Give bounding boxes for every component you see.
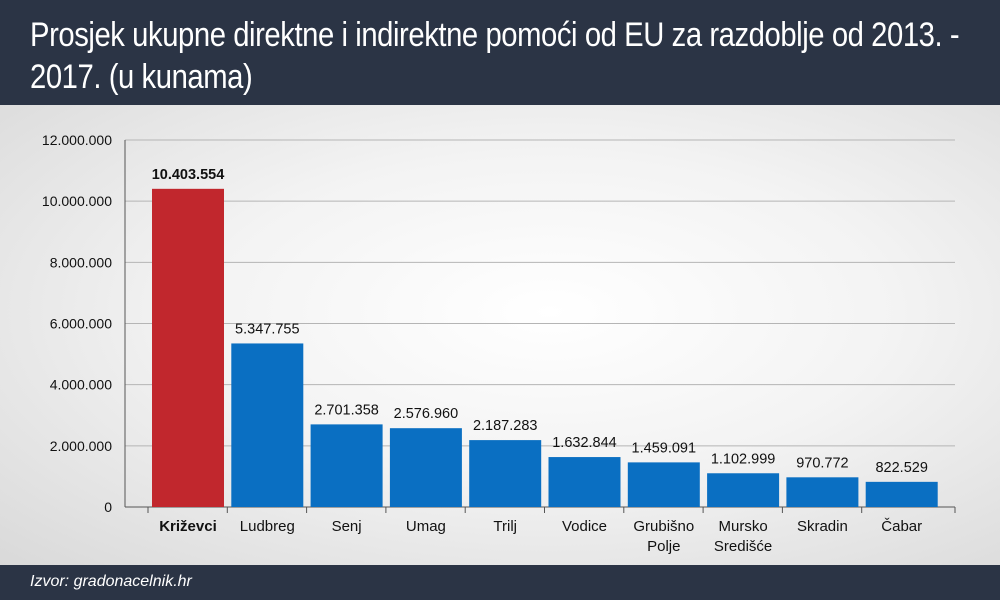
y-tick-label: 10.000.000 — [42, 193, 112, 209]
header-bar: Prosjek ukupne direktne i indirektne pom… — [0, 0, 1000, 105]
bar — [152, 188, 224, 507]
value-label: 822.529 — [875, 460, 927, 476]
bar — [786, 477, 859, 507]
bar — [469, 440, 542, 507]
bar-chart: 0 2.000.000 4.000.000 6.000.000 8.000.000 10.… — [42, 132, 956, 555]
bar — [310, 424, 383, 507]
value-label: 1.632.844 — [552, 435, 617, 451]
x-tick-label: Vodice — [562, 518, 607, 535]
footer-bar: Izvor: gradonacelnik.hr — [0, 565, 1000, 600]
y-tick-label: 2.000.000 — [50, 438, 112, 454]
x-tick-label: Mursko Središće — [714, 518, 772, 555]
bar — [231, 343, 304, 507]
x-tick-label: Skradin — [797, 518, 848, 535]
x-tick-label: Ludbreg — [240, 518, 295, 535]
value-label: 1.102.999 — [711, 451, 776, 467]
value-label: 2.187.283 — [473, 418, 538, 434]
y-tick-label: 8.000.000 — [50, 254, 112, 270]
chart-title: Prosjek ukupne direktne i indirektne pom… — [30, 16, 960, 96]
value-label: 970.772 — [796, 455, 848, 471]
bar — [389, 428, 462, 507]
y-tick-label: 12.000.000 — [42, 132, 112, 148]
source-text: Izvor: gradonacelnik.hr — [30, 573, 192, 590]
x-tick-label: Čabar — [881, 518, 922, 535]
y-tick-label: 6.000.000 — [50, 316, 112, 332]
bar — [707, 473, 780, 507]
x-tick-label: Umag — [406, 518, 446, 535]
bar — [548, 457, 621, 507]
value-label: 2.701.358 — [314, 402, 379, 418]
x-tick-label: Križevci — [159, 518, 217, 535]
value-label: 10.403.554 — [152, 167, 225, 183]
plot-area: 0 2.000.000 4.000.000 6.000.000 8.000.000 10.… — [0, 105, 1000, 565]
value-label: 2.576.960 — [394, 406, 459, 422]
x-tick-label: Senj — [332, 518, 362, 535]
value-label: 1.459.091 — [632, 440, 697, 456]
y-tick-label: 0 — [104, 499, 112, 515]
x-tick-label: Grubišno Polje — [633, 518, 694, 555]
bar — [627, 462, 700, 507]
value-label: 5.347.755 — [235, 321, 300, 337]
bar — [865, 481, 938, 507]
x-tick-label: Trilj — [493, 518, 517, 535]
y-tick-label: 4.000.000 — [50, 377, 112, 393]
